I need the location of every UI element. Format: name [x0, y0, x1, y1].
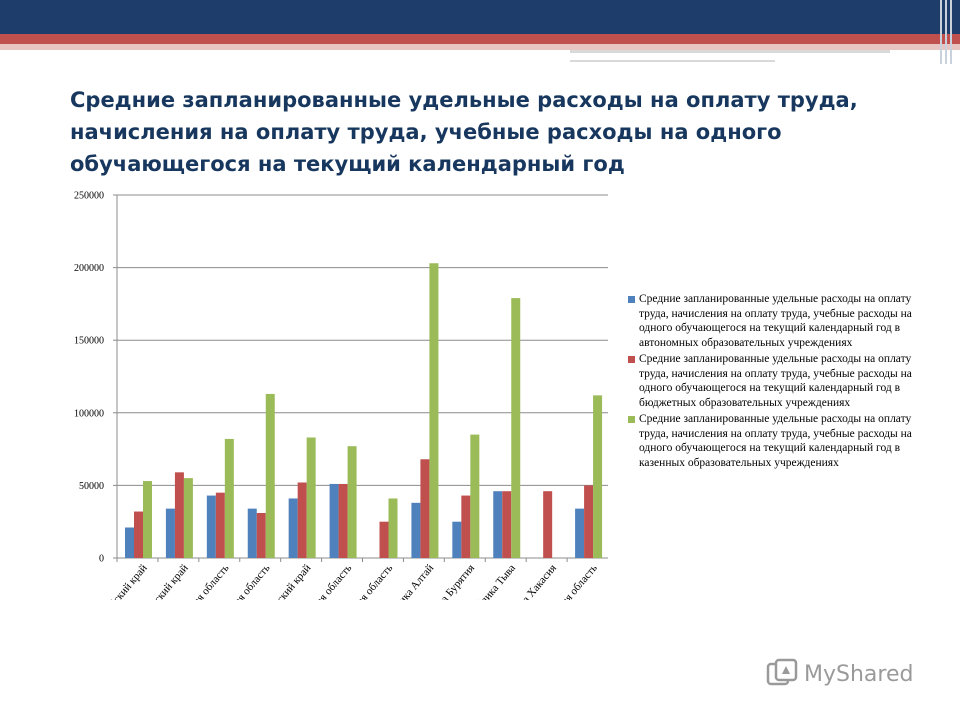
bar: [461, 495, 471, 558]
y-tick-label: 150000: [74, 336, 104, 347]
bar: [265, 393, 275, 558]
header-band: [0, 0, 960, 34]
bar: [297, 482, 307, 558]
slide-title: Средние запланированные удельные расходы…: [70, 88, 858, 176]
bar: [493, 491, 503, 558]
bar: [183, 478, 193, 558]
bar: [575, 508, 585, 558]
bar: [338, 483, 348, 558]
header-rule: [570, 50, 890, 53]
bar: [502, 491, 512, 558]
myshared-logo-icon: [766, 658, 798, 686]
bar: [543, 491, 553, 558]
bar: [224, 438, 234, 558]
bar: [329, 483, 339, 558]
bar: [584, 485, 594, 558]
bar: [206, 495, 216, 558]
bar: [593, 395, 603, 558]
header-rule-short: [570, 60, 775, 62]
bar: [347, 446, 357, 558]
legend-label: Средние запланированные удельные расходы…: [639, 413, 912, 469]
x-category-label: Алтайский край: [92, 562, 150, 600]
y-tick-label: 200000: [74, 263, 104, 274]
bar: [174, 472, 184, 558]
header-accent-pink: [0, 44, 960, 50]
legend-item: Средние запланированные удельные расходы…: [628, 292, 918, 350]
bar: [420, 459, 430, 558]
bar: [470, 434, 480, 558]
bar: [306, 437, 316, 558]
y-tick-label: 250000: [74, 191, 104, 202]
bar: [511, 298, 521, 558]
legend-item: Средние запланированные удельные расходы…: [628, 412, 918, 470]
bar: [247, 508, 257, 558]
y-tick-label: 50000: [79, 481, 104, 492]
bar: [125, 527, 134, 558]
bar: [134, 511, 143, 558]
bar: [411, 502, 421, 558]
bar: [452, 521, 462, 558]
header-accent-red: [0, 34, 960, 44]
bar-chart: 0 50000 100000 150000 200000 250000 Алтайский …: [74, 191, 608, 600]
legend-swatch: [628, 296, 635, 303]
chart-legend: Средние запланированные удельные расходы…: [628, 292, 918, 472]
y-tick-label: 0: [99, 554, 104, 565]
bar: [429, 263, 439, 558]
bar: [256, 512, 266, 558]
legend-item: Средние запланированные удельные расходы…: [628, 352, 918, 410]
watermark: MyShared: [766, 656, 913, 692]
watermark-text: MyShared: [804, 661, 914, 687]
bar: [165, 508, 175, 558]
legend-label: Средние запланированные удельные расходы…: [639, 293, 912, 349]
bar: [379, 521, 389, 558]
bar: [143, 481, 152, 558]
bar: [288, 498, 298, 558]
bar: [215, 492, 225, 558]
legend-label: Средние запланированные удельные расходы…: [639, 353, 912, 409]
y-tick-label: 100000: [74, 408, 104, 419]
bar: [388, 498, 398, 558]
header-stripes: [940, 0, 954, 64]
legend-swatch: [628, 356, 635, 363]
legend-swatch: [628, 416, 635, 423]
